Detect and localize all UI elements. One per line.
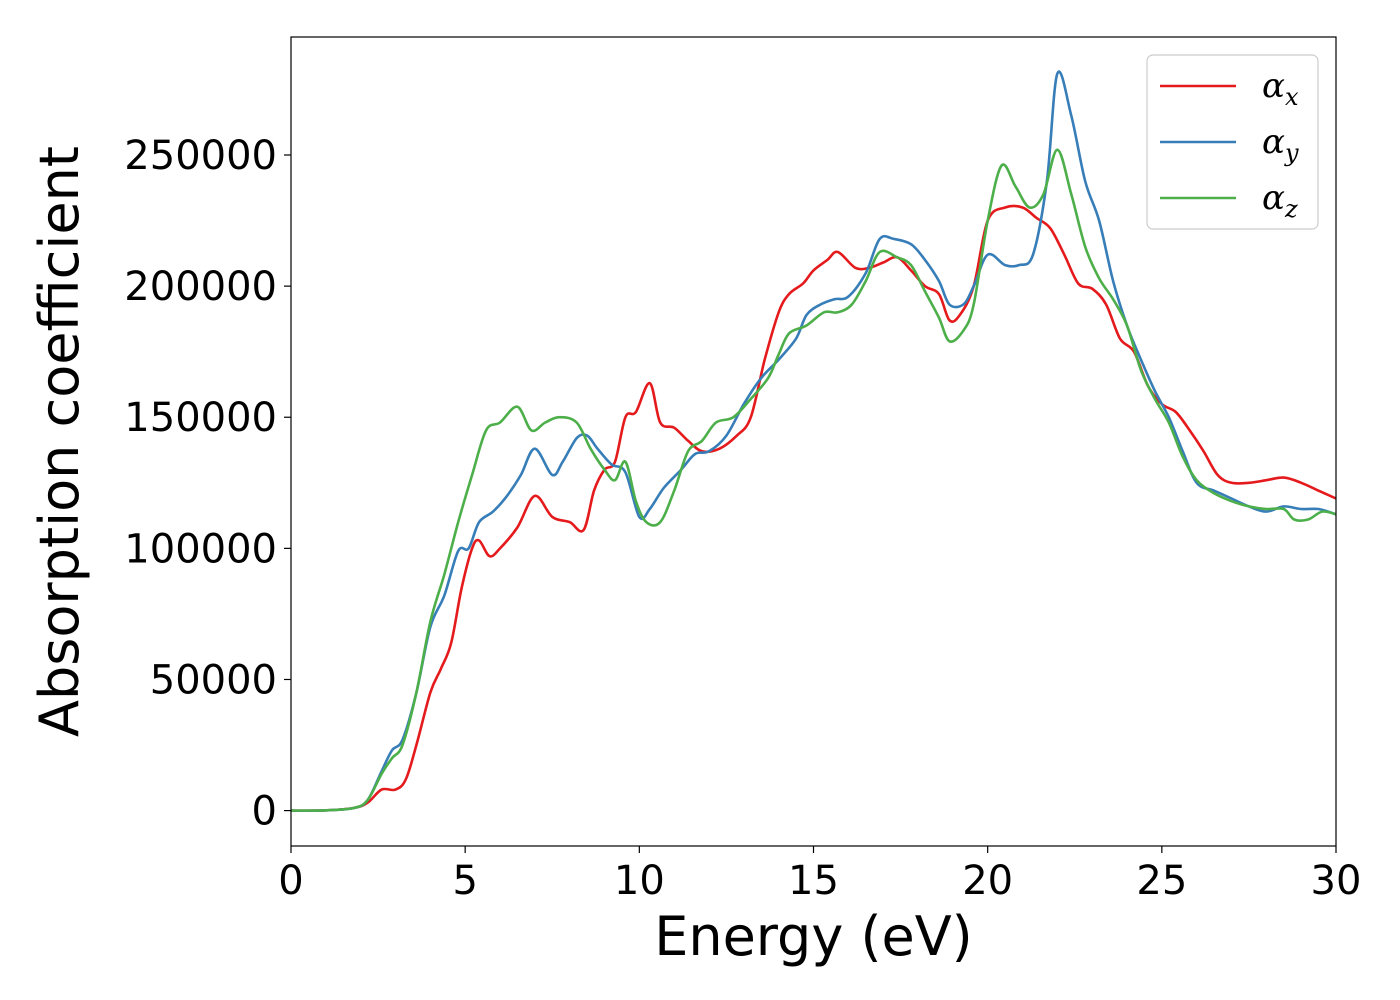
x-tick-label: 5 [452,858,477,904]
y-tick-label: 200000 [124,264,277,310]
y-tick-label: 150000 [124,395,277,441]
x-tick-label: 15 [788,858,839,904]
y-tick-label: 100000 [124,526,277,572]
x-tick-label: 20 [962,858,1013,904]
x-tick-label: 30 [1311,858,1362,904]
x-axis-ticks: 0 5 10 15 20 25 30 [278,846,1361,904]
y-tick-label: 50000 [150,657,277,703]
x-tick-label: 10 [614,858,665,904]
x-axis-label: Energy (eV) [654,905,973,968]
x-tick-label: 0 [278,858,303,904]
x-tick-label: 25 [1136,858,1187,904]
series-line-y [290,70,1337,812]
y-tick-label: 250000 [124,133,277,179]
series-line-x [290,204,1337,812]
y-tick-label: 0 [252,789,277,835]
y-axis-label: Absorption coefficient [28,146,91,737]
y-axis-ticks: 0 50000 100000 150000 200000 250000 [124,133,291,835]
series-layer [290,70,1337,812]
series-line-z [290,148,1337,812]
